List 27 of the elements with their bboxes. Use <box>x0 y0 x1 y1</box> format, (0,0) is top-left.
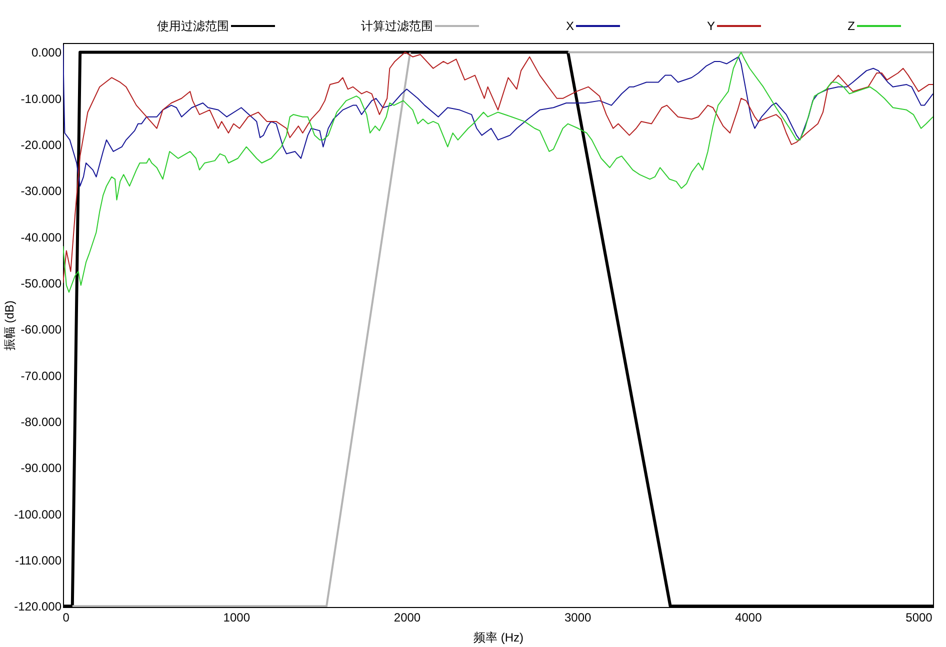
y-tick-label: -70.000 <box>20 368 62 383</box>
x-tick-label: 1000 <box>223 610 250 624</box>
y-tick-label: -120.000 <box>14 600 62 614</box>
y-tick-label: -20.000 <box>20 138 62 152</box>
y-tick-label: -60.000 <box>20 322 62 337</box>
y-tick-label: -80.000 <box>20 414 62 429</box>
y-tick-label: -100.000 <box>14 507 62 522</box>
y-tick-label: -10.000 <box>20 92 62 106</box>
y-tick-label: -90.000 <box>20 461 62 476</box>
y-tick-label: 0.000 <box>31 46 62 60</box>
legend-label: 使用过滤范围 <box>157 19 229 33</box>
legend-label: 计算过滤范围 <box>361 19 433 33</box>
legend-label: Z <box>848 19 855 33</box>
y-tick-label: -30.000 <box>20 184 62 198</box>
x-tick-label: 4000 <box>735 610 762 624</box>
y-tick-label: -50.000 <box>20 276 62 290</box>
x-tick-label: 2000 <box>394 610 421 624</box>
x-tick-label: 0 <box>62 610 70 624</box>
x-tick-label: 5000 <box>906 610 933 624</box>
y-axis-title: 振幅 (dB) <box>2 300 16 351</box>
y-tick-label: -40.000 <box>20 230 62 244</box>
legend-label: Y <box>706 19 715 33</box>
x-tick-label: 3000 <box>564 610 592 624</box>
x-axis-title: 频率 (Hz) <box>474 630 524 644</box>
line-series <box>63 44 933 187</box>
y-tick-label: -110.000 <box>15 553 62 568</box>
legend-label: X <box>566 19 574 33</box>
